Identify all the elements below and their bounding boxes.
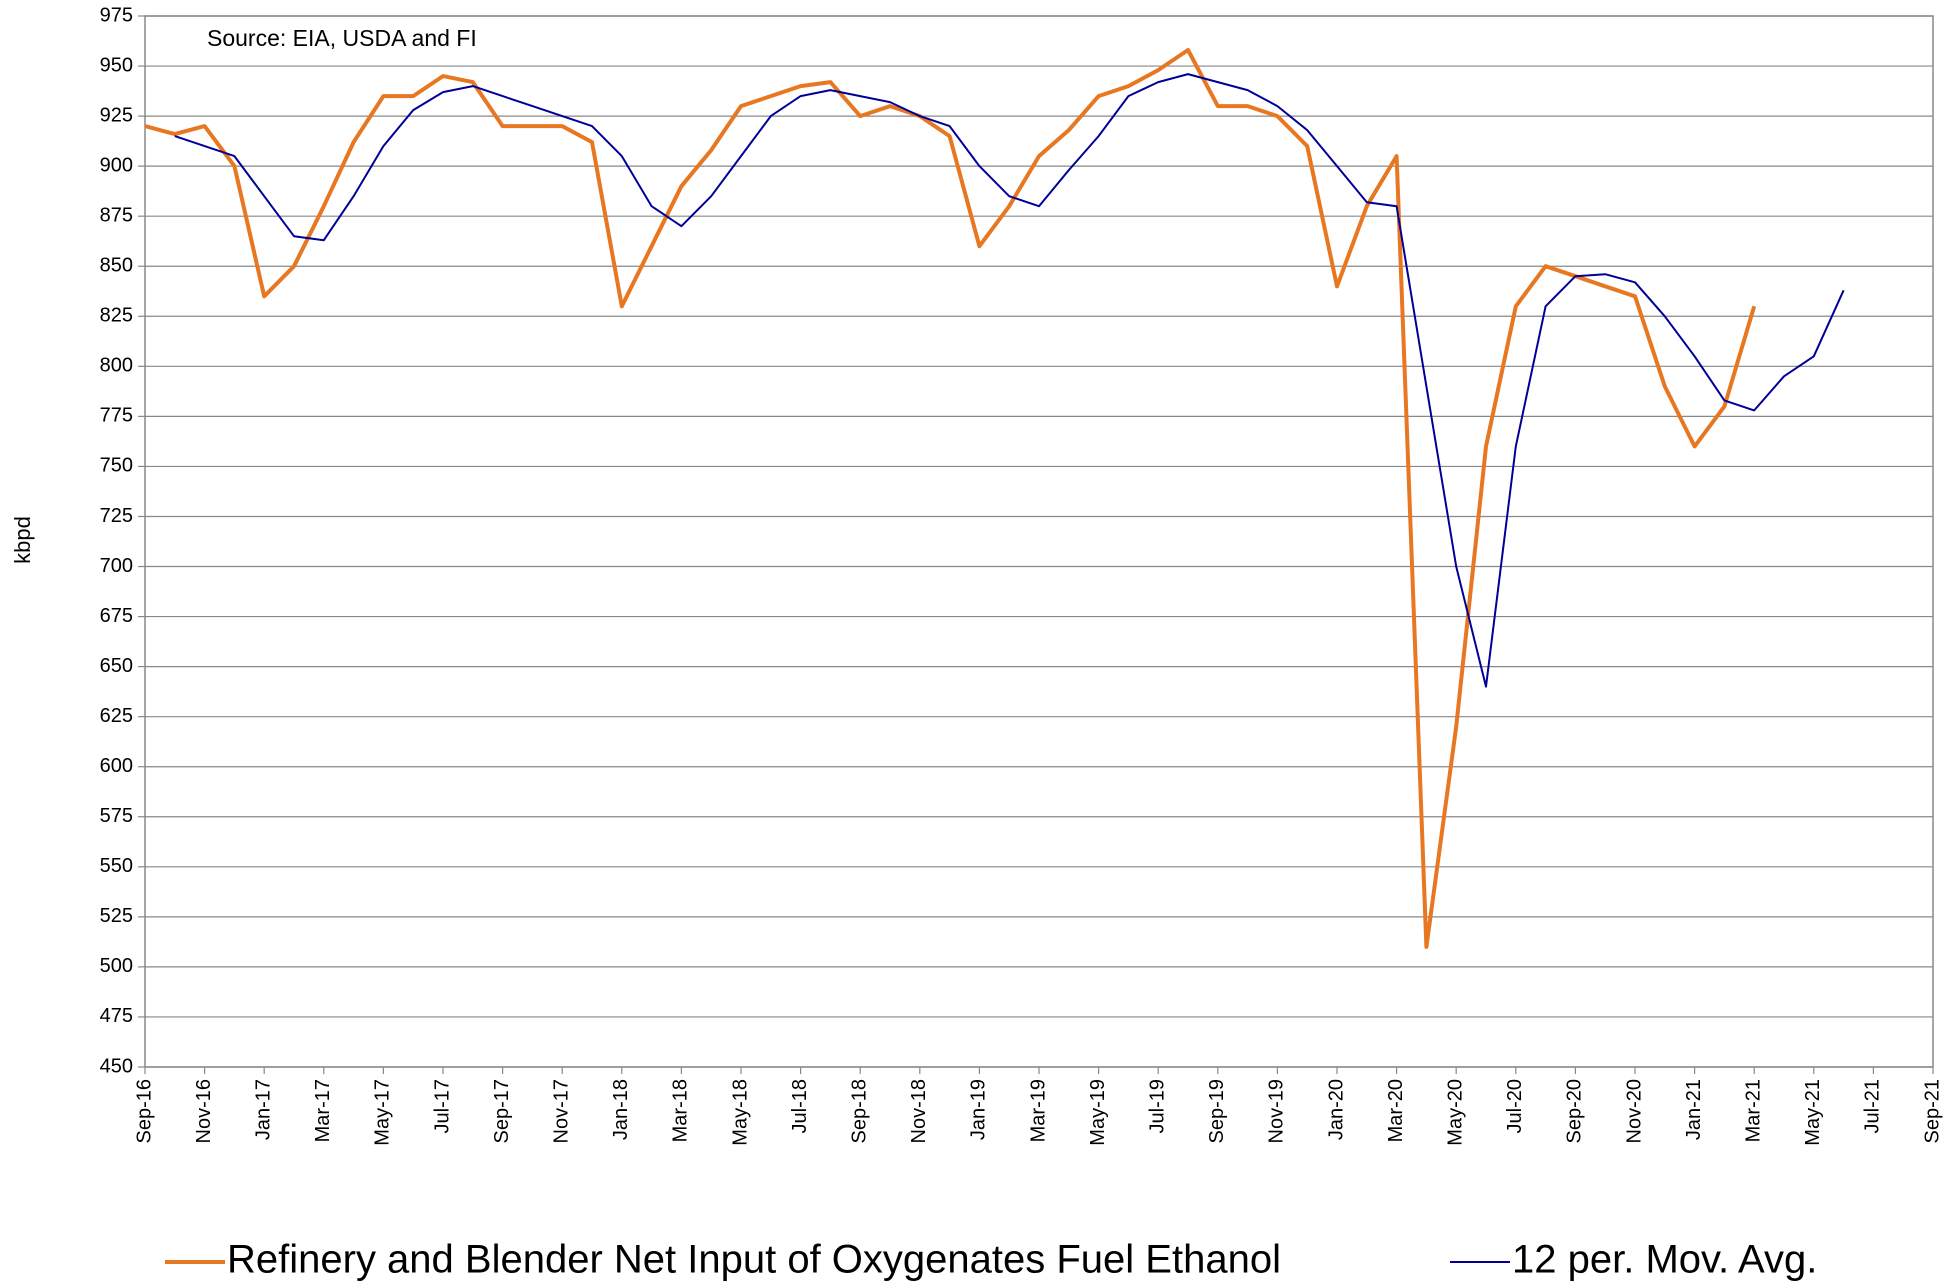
y-tick-label: 575 [100, 805, 133, 827]
y-tick-label: 750 [100, 455, 133, 477]
y-tick-label: 825 [100, 305, 133, 327]
x-tick-label: Jan-18 [610, 1079, 632, 1140]
x-tick-label: Jan-17 [252, 1079, 274, 1140]
y-tick-label: 875 [100, 204, 133, 226]
y-tick-label: 975 [100, 4, 133, 26]
y-tick-label: 550 [100, 855, 133, 877]
x-tick-label: Sep-16 [133, 1079, 155, 1144]
x-tick-label: May-17 [372, 1079, 394, 1146]
plot-border [144, 15, 1934, 1068]
x-tick-label: May-20 [1444, 1079, 1466, 1146]
x-tick-label: Sep-18 [848, 1079, 870, 1144]
x-tick-label: Mar-19 [1027, 1079, 1049, 1142]
x-tick-label: Mar-17 [312, 1079, 334, 1142]
x-tick-label: Nov-16 [193, 1079, 215, 1143]
y-tick-label: 650 [100, 655, 133, 677]
y-tick-label: 925 [100, 104, 133, 126]
y-tick-label: 675 [100, 605, 133, 627]
y-tick-label: 475 [100, 1005, 133, 1027]
y-tick-label: 525 [100, 905, 133, 927]
x-tick-label: Jul-19 [1146, 1079, 1168, 1133]
legend-label: Refinery and Blender Net Input of Oxygen… [227, 1238, 1281, 1282]
y-tick-label: 500 [100, 955, 133, 977]
x-tick-label: Sep-19 [1206, 1079, 1228, 1144]
x-tick-label: Mar-21 [1742, 1079, 1764, 1142]
series-line [144, 48, 1757, 949]
x-tick-label: Jul-18 [789, 1079, 811, 1133]
x-tick-label: Nov-18 [908, 1079, 930, 1143]
x-tick-label: Mar-20 [1385, 1079, 1407, 1142]
x-tick-label: May-21 [1802, 1079, 1824, 1146]
y-tick-label: 900 [100, 154, 133, 176]
x-tick-label: Nov-20 [1623, 1079, 1645, 1143]
annotation: Source: EIA, USDA and FI [207, 25, 477, 51]
x-tick-label: Sep-21 [1921, 1079, 1943, 1144]
x-tick-label: Jul-21 [1862, 1079, 1884, 1133]
x-tick-label: Nov-17 [550, 1079, 572, 1143]
y-tick-label: 800 [100, 355, 133, 377]
x-tick-label: Mar-18 [670, 1079, 692, 1142]
x-tick-label: May-18 [729, 1079, 751, 1146]
series-line [174, 73, 1845, 688]
y-tick-label: 950 [100, 54, 133, 76]
y-tick-label: 850 [100, 255, 133, 277]
x-tick-label: Jan-19 [968, 1079, 990, 1140]
y-tick-label: 725 [100, 505, 133, 527]
y-tick-label: 625 [100, 705, 133, 727]
legend-label: 12 per. Mov. Avg. [1512, 1238, 1817, 1282]
x-tick-label: Jul-17 [431, 1079, 453, 1133]
y-tick-label: 450 [100, 1055, 133, 1077]
y-axis-label: kbpd [10, 516, 35, 564]
y-tick-label: 775 [100, 405, 133, 427]
y-tick-label: 700 [100, 555, 133, 577]
x-tick-label: Jan-21 [1683, 1079, 1705, 1140]
x-tick-label: Jan-20 [1325, 1079, 1347, 1140]
x-tick-label: Nov-19 [1266, 1079, 1288, 1143]
y-tick-label: 600 [100, 755, 133, 777]
x-tick-label: Sep-17 [491, 1079, 513, 1144]
x-tick-label: Jul-20 [1504, 1079, 1526, 1133]
x-tick-label: Sep-20 [1564, 1079, 1586, 1144]
x-tick-label: May-19 [1087, 1079, 1109, 1146]
